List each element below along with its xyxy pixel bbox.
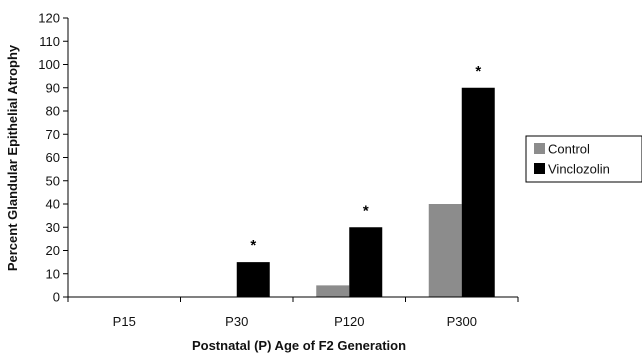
legend-box bbox=[525, 135, 642, 183]
legend: Control Vinclozolin bbox=[525, 135, 642, 183]
y-axis-title: Percent Glandular Epithelial Atrophy bbox=[5, 44, 20, 271]
y-axis-ticks: 0 10 20 30 40 50 60 70 80 90 100 110 120 bbox=[38, 11, 68, 305]
y-tick-label: 120 bbox=[38, 11, 60, 26]
significance-star: * bbox=[250, 237, 256, 254]
bars bbox=[236, 87, 495, 297]
y-tick-label: 50 bbox=[46, 173, 60, 188]
x-tick-label: P120 bbox=[334, 314, 364, 329]
y-tick-label: 20 bbox=[46, 243, 60, 258]
legend-label-vinclozolin: Vinclozolin bbox=[548, 162, 610, 177]
y-tick-label: 0 bbox=[53, 290, 60, 305]
y-tick-label: 80 bbox=[46, 104, 60, 119]
axes bbox=[67, 18, 518, 298]
y-tick-label: 40 bbox=[46, 197, 60, 212]
legend-swatch-vinclozolin bbox=[534, 163, 545, 174]
y-tick-label: 110 bbox=[39, 34, 60, 49]
y-tick-label: 10 bbox=[46, 266, 60, 281]
legend-label-control: Control bbox=[548, 142, 590, 157]
legend-swatch-control bbox=[534, 143, 545, 154]
y-tick-label: 100 bbox=[38, 57, 60, 72]
y-tick-label: 70 bbox=[46, 127, 60, 142]
significance-star: * bbox=[363, 202, 369, 219]
x-tick-label: P15 bbox=[113, 314, 136, 329]
y-tick-label: 30 bbox=[46, 220, 60, 235]
bar-vinclozolin-p300 bbox=[461, 87, 495, 297]
significance-star: * bbox=[475, 63, 481, 80]
x-tick-label: P300 bbox=[447, 314, 477, 329]
bar-control-p300 bbox=[428, 204, 462, 297]
bar-vinclozolin-p120 bbox=[349, 227, 383, 297]
bar-control-p120 bbox=[316, 285, 350, 297]
y-tick-label: 60 bbox=[46, 150, 60, 165]
x-tick-label: P30 bbox=[225, 314, 248, 329]
significance-markers: * * * bbox=[250, 63, 481, 254]
x-axis-title: Postnatal (P) Age of F2 Generation bbox=[192, 338, 406, 353]
bar-vinclozolin-p30 bbox=[236, 262, 270, 297]
y-tick-label: 90 bbox=[46, 80, 60, 95]
x-axis-ticks: P15 P30 P120 P300 bbox=[67, 297, 519, 329]
